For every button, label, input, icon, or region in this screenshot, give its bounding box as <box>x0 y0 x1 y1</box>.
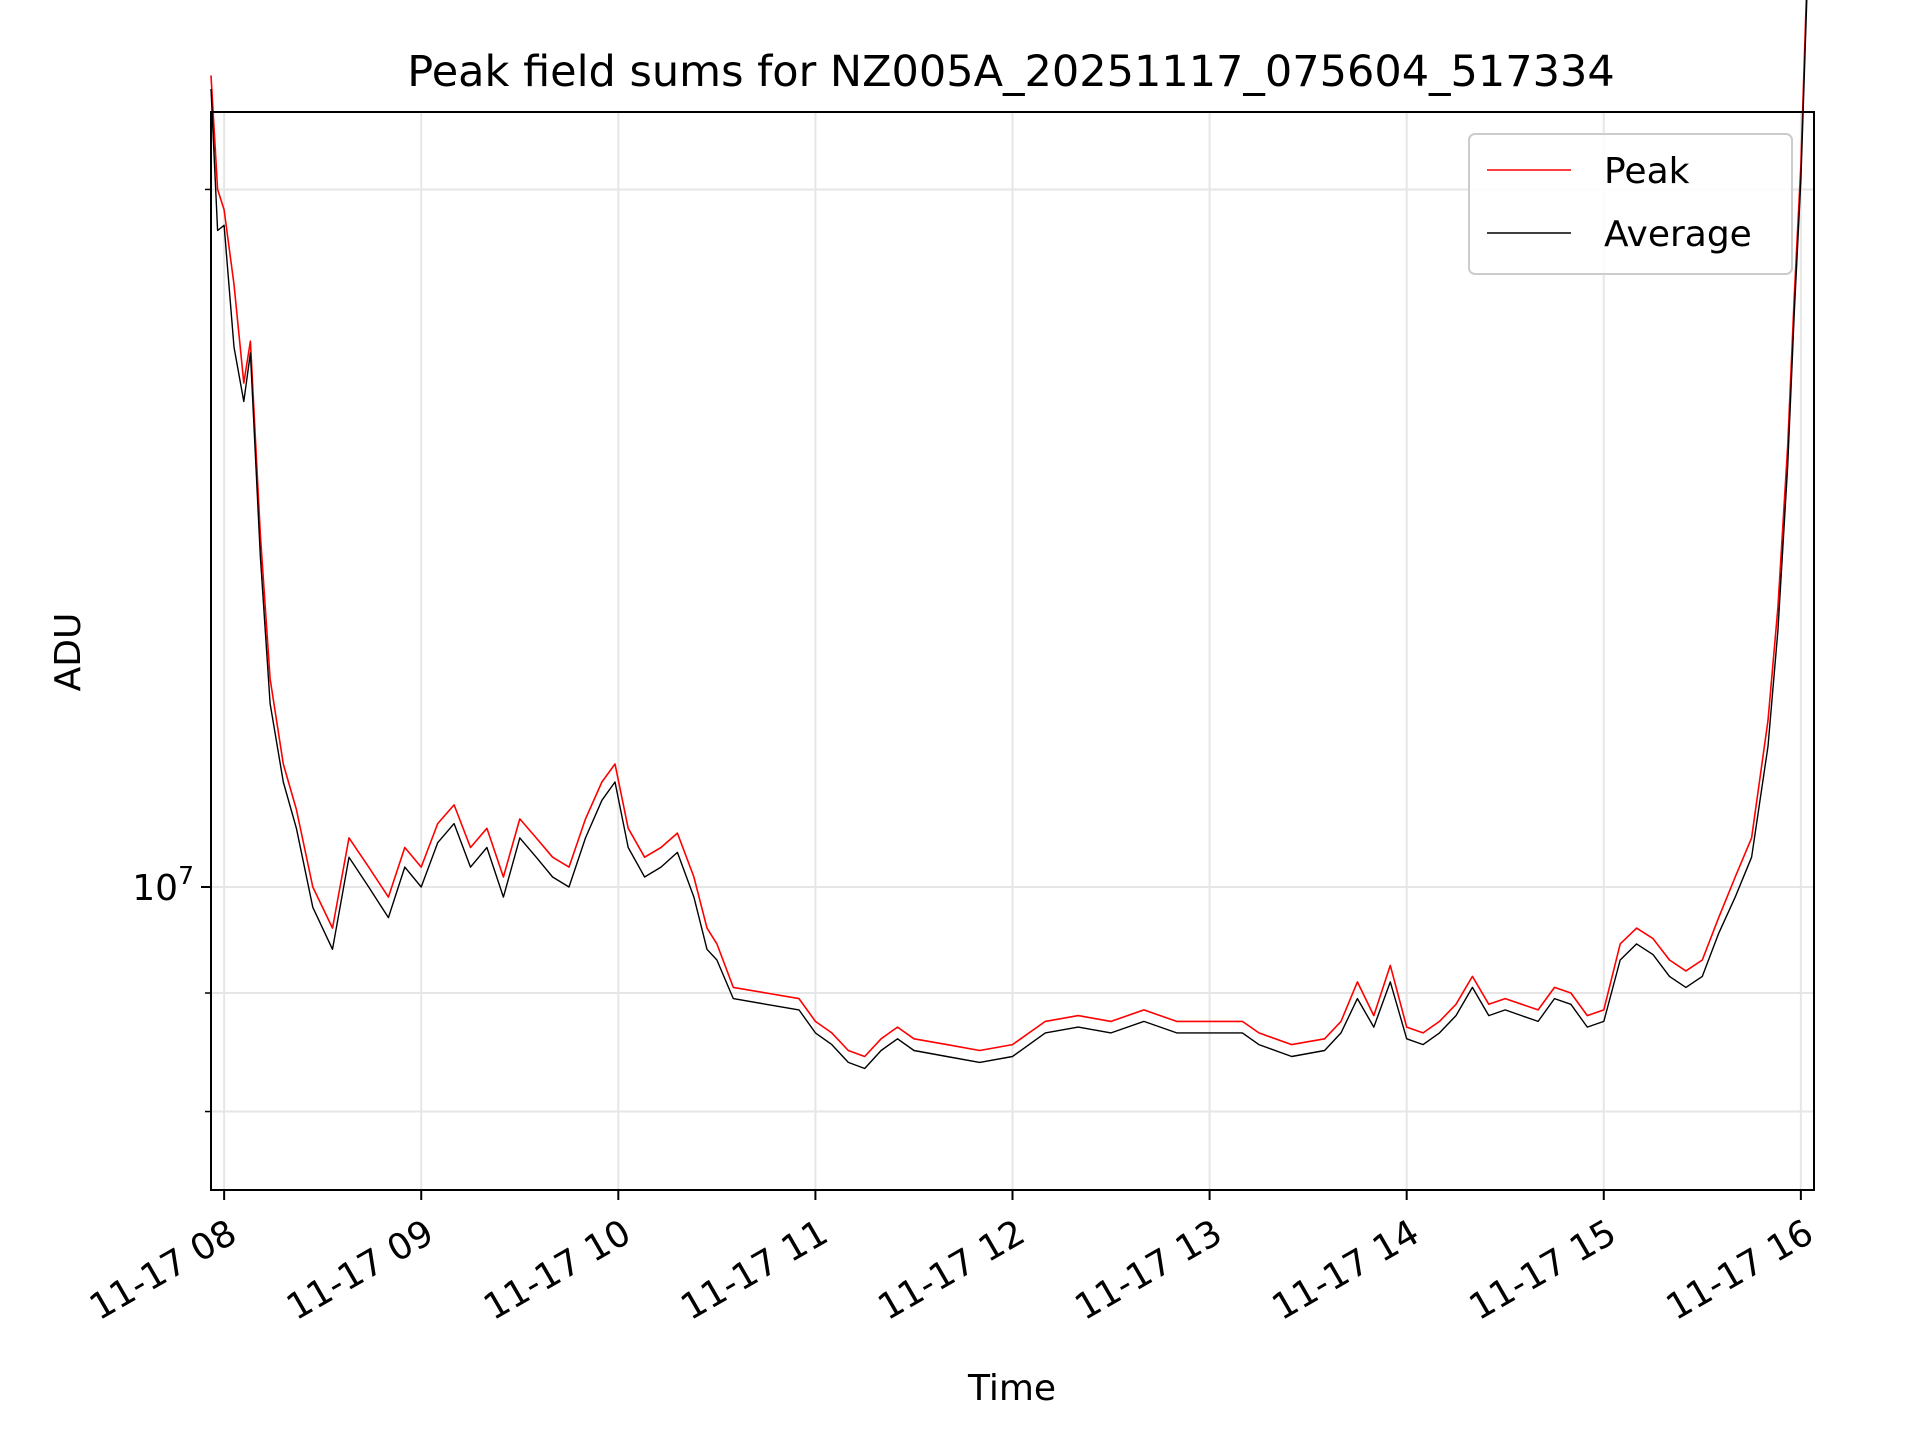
y-axis-label: ADU <box>48 613 89 692</box>
grid <box>211 112 1814 1190</box>
legend: Peak Average <box>1468 133 1793 275</box>
series-line-peak <box>210 0 1808 1058</box>
legend-label-average: Average <box>1604 214 1752 255</box>
series-layer <box>210 0 1808 1070</box>
y-tick-label: 107 <box>132 861 194 909</box>
series-line-average <box>210 0 1808 1070</box>
legend-box <box>1468 133 1793 275</box>
legend-label-peak: Peak <box>1604 151 1690 192</box>
x-axis-label: Time <box>967 1368 1056 1409</box>
chart-title: Peak field sums for NZ005A_20251117_0756… <box>407 47 1614 97</box>
y-axis: 107 <box>132 188 211 1113</box>
